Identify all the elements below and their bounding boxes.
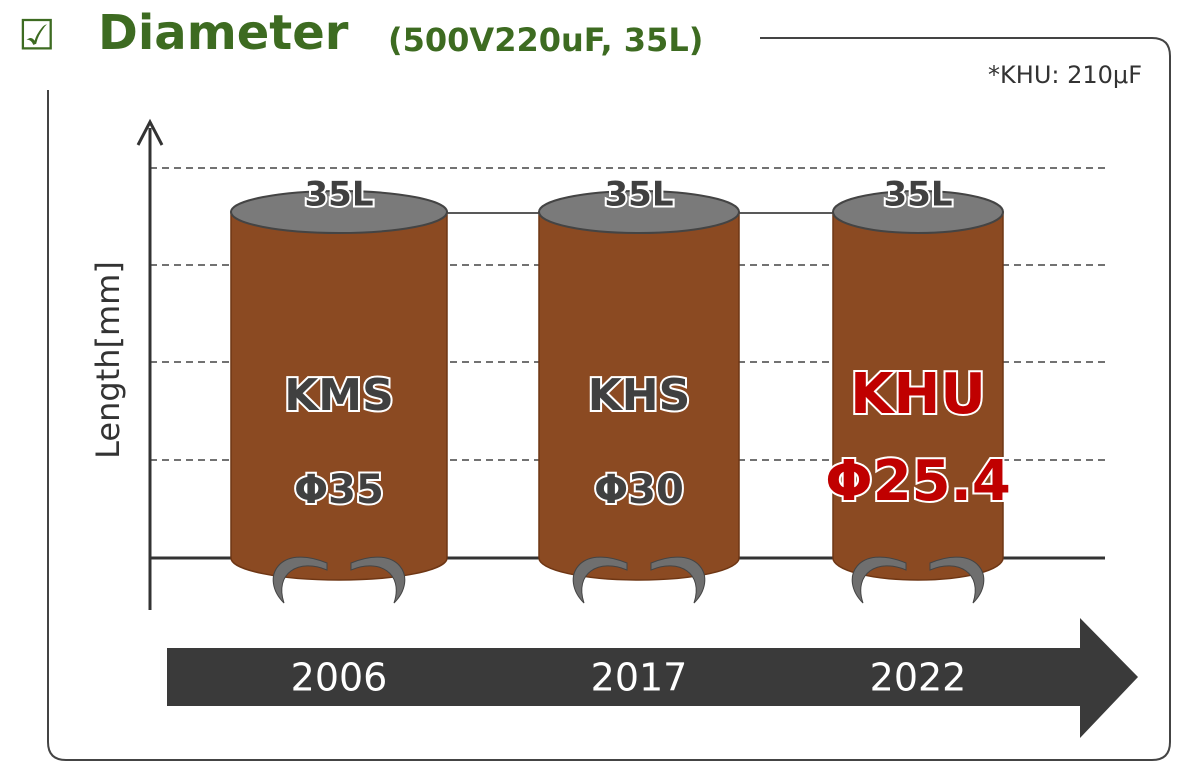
product-name: KHS <box>588 370 691 421</box>
top-label: 35L <box>605 175 674 215</box>
year: 2006 <box>291 656 388 700</box>
y-axis-arrow <box>136 118 164 146</box>
cylinder-body <box>538 211 740 581</box>
lead <box>929 556 985 604</box>
timeline: 2006 2017 2022 <box>291 656 967 700</box>
cylinders: 35L KMS Φ35 35L KHS Φ30 35L KHU Φ25.4 <box>230 173 1013 604</box>
lead <box>650 556 706 604</box>
frame <box>47 37 1171 761</box>
top-label: 35L <box>884 175 953 215</box>
product-name: KHU <box>850 362 986 427</box>
title: Diameter <box>98 5 349 61</box>
top-label: 35L <box>305 175 374 215</box>
product-name: KMS <box>284 370 394 421</box>
lead <box>272 556 328 604</box>
cylinder-top <box>832 190 1004 234</box>
cylinder-body <box>230 211 448 581</box>
cylinder-top <box>538 190 740 234</box>
subtitle: (500V220uF, 35L) <box>388 21 703 59</box>
lead <box>572 556 628 604</box>
lead <box>350 556 406 604</box>
cylinder-top <box>230 190 448 234</box>
timeline-arrow <box>167 618 1138 738</box>
year: 2017 <box>591 656 688 700</box>
diameter: Φ35 <box>294 467 384 513</box>
lead <box>851 556 907 604</box>
diameter: Φ25.4 <box>825 449 1011 514</box>
axis-label: Length[mm] <box>89 261 127 459</box>
check-icon: ☑ <box>18 11 56 60</box>
diameter: Φ30 <box>594 467 684 513</box>
cylinder-body <box>832 211 1004 581</box>
year: 2022 <box>870 656 967 700</box>
note: *KHU: 210μF <box>988 61 1142 89</box>
